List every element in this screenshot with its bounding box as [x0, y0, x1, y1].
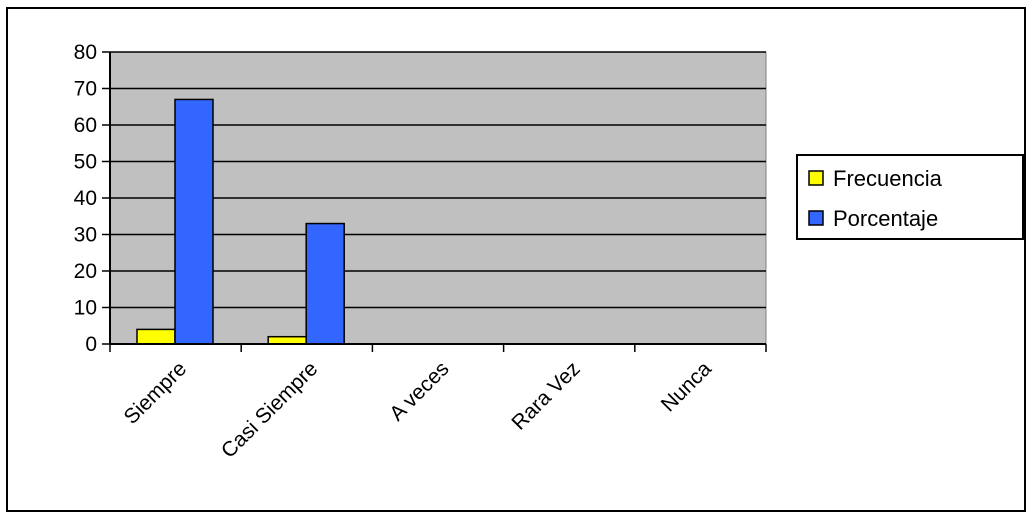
y-tick-label: 30	[74, 224, 97, 247]
y-tick-label: 20	[74, 260, 97, 283]
bar-frecuencia-casi-siempre	[267, 335, 307, 345]
y-tick-label: 0	[85, 333, 97, 356]
x-category-label: Siempre	[120, 357, 192, 429]
x-category-label: Casi Siempre	[217, 357, 322, 462]
legend-swatch-porcentaje	[808, 210, 824, 226]
bar-porcentaje-casi-siempre	[305, 222, 345, 345]
y-tick-label: 70	[74, 78, 97, 101]
x-axis-ticks: Siempre Casi Siempre A veces Rara Vez Nunca	[109, 344, 767, 463]
bar-frecuencia-siempre	[136, 328, 176, 345]
legend-label-porcentaje: Porcentaje	[833, 206, 938, 231]
x-category-label: Rara Vez	[507, 357, 584, 434]
legend-box	[796, 154, 1024, 240]
legend: Frecuencia Porcentaje	[796, 154, 1024, 240]
legend-label-frecuencia: Frecuencia	[833, 166, 943, 191]
gridlines	[110, 51, 766, 309]
y-tick-label: 50	[74, 151, 97, 174]
x-category-label: Nunca	[657, 357, 716, 416]
y-tick-label: 80	[74, 41, 97, 64]
bar-porcentaje-siempre	[174, 98, 214, 345]
bars	[136, 98, 345, 345]
y-axis-ticks: 0 10 20 30 40 50 60 70 80	[74, 41, 110, 356]
legend-swatch-frecuencia	[808, 170, 824, 186]
y-tick-label: 10	[74, 297, 97, 320]
y-tick-label: 40	[74, 187, 97, 210]
x-category-label: A veces	[385, 357, 453, 425]
y-tick-label: 60	[74, 114, 97, 137]
